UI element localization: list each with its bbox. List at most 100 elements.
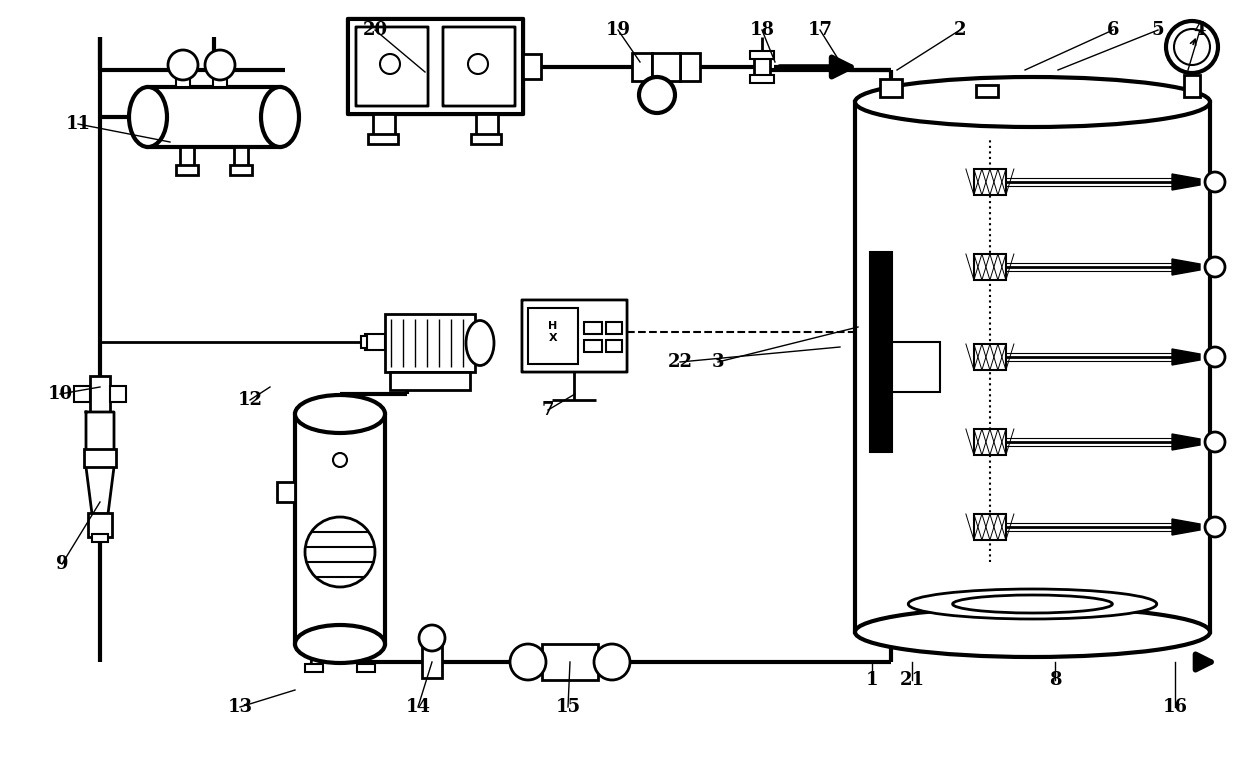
Bar [229, 165, 252, 175]
Circle shape [205, 50, 236, 80]
Bar [176, 165, 198, 175]
Bar [476, 114, 498, 136]
Text: 2: 2 [954, 21, 966, 39]
Bar [88, 513, 112, 537]
Text: 3: 3 [712, 353, 724, 371]
Circle shape [467, 54, 489, 74]
Bar [110, 386, 126, 402]
Bar [973, 254, 1006, 280]
Text: 1: 1 [866, 671, 878, 689]
Text: 22: 22 [667, 353, 692, 371]
Polygon shape [86, 412, 114, 514]
Bar [528, 308, 578, 364]
Polygon shape [1172, 349, 1200, 365]
Bar [880, 79, 901, 97]
Bar [176, 73, 190, 87]
Bar [305, 664, 322, 672]
Circle shape [1205, 347, 1225, 367]
Bar [856, 102, 1210, 632]
Bar [973, 514, 1006, 540]
Text: 20: 20 [362, 21, 388, 39]
Bar [365, 334, 384, 350]
Text: 9: 9 [56, 555, 68, 573]
Text: 10: 10 [47, 385, 73, 403]
Bar [373, 114, 396, 136]
Bar [180, 147, 193, 167]
Circle shape [1205, 257, 1225, 277]
Polygon shape [1172, 174, 1200, 190]
Ellipse shape [856, 607, 1210, 657]
Bar [74, 386, 91, 402]
Bar [750, 75, 774, 83]
Circle shape [334, 453, 347, 467]
Bar [750, 51, 774, 59]
Polygon shape [1172, 434, 1200, 450]
Text: 15: 15 [556, 698, 580, 716]
Bar [542, 644, 598, 680]
Bar [892, 342, 940, 392]
Bar [148, 87, 280, 147]
Circle shape [594, 644, 630, 680]
Text: 6: 6 [1107, 21, 1120, 39]
Text: 5: 5 [1152, 21, 1164, 39]
Circle shape [510, 644, 546, 680]
Text: 13: 13 [227, 698, 253, 716]
Ellipse shape [466, 321, 494, 366]
Circle shape [1205, 517, 1225, 537]
Ellipse shape [260, 87, 299, 147]
Circle shape [639, 77, 675, 113]
Ellipse shape [856, 77, 1210, 127]
Bar [422, 646, 441, 678]
Bar [84, 449, 117, 467]
Circle shape [305, 517, 374, 587]
Bar [213, 73, 227, 87]
Circle shape [167, 50, 198, 80]
FancyBboxPatch shape [522, 300, 627, 372]
Polygon shape [1172, 259, 1200, 275]
Text: 11: 11 [66, 115, 91, 133]
Bar [632, 53, 652, 81]
FancyBboxPatch shape [356, 27, 428, 106]
Bar [92, 534, 108, 542]
Text: 19: 19 [605, 21, 630, 39]
Bar [973, 429, 1006, 455]
Bar [234, 147, 248, 167]
Bar [295, 414, 384, 644]
Circle shape [1205, 432, 1225, 452]
Text: 18: 18 [749, 21, 775, 39]
Text: 21: 21 [899, 671, 925, 689]
Bar [471, 134, 501, 144]
Bar [606, 340, 622, 352]
Ellipse shape [129, 87, 167, 147]
Circle shape [1205, 172, 1225, 192]
Circle shape [379, 54, 401, 74]
Text: 12: 12 [238, 391, 263, 409]
Bar [357, 664, 374, 672]
Bar [870, 252, 892, 452]
Bar [391, 372, 470, 390]
Text: 16: 16 [1162, 698, 1188, 716]
Text: 8: 8 [1049, 671, 1061, 689]
Bar [1184, 75, 1200, 97]
Bar [384, 314, 475, 372]
Ellipse shape [295, 395, 384, 433]
Bar [368, 134, 398, 144]
Bar [652, 53, 680, 81]
Bar [973, 169, 1006, 195]
Bar [361, 336, 367, 348]
Circle shape [419, 625, 445, 651]
Text: 17: 17 [807, 21, 832, 39]
Polygon shape [1172, 519, 1200, 535]
Circle shape [1174, 29, 1210, 65]
Bar [976, 85, 998, 97]
Bar [523, 54, 541, 79]
Ellipse shape [908, 589, 1157, 619]
Bar [754, 55, 770, 79]
FancyBboxPatch shape [348, 19, 523, 114]
Text: H
X: H X [548, 322, 558, 343]
Circle shape [1166, 21, 1218, 73]
FancyBboxPatch shape [443, 27, 515, 106]
Bar [680, 53, 701, 81]
Bar [584, 340, 601, 352]
Bar [973, 344, 1006, 370]
